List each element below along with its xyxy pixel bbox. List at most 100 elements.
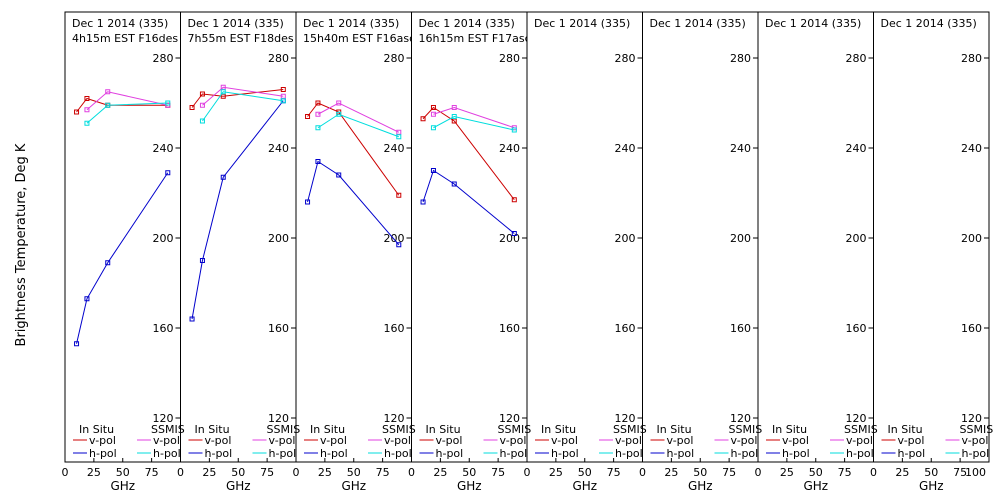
panel-title-date: Dec 1 2014 (335): [765, 17, 861, 30]
x-tick-label: 75: [953, 466, 967, 479]
legend-label-ssmis-h: h-pol: [962, 447, 990, 460]
panel-8: Dec 1 2014 (335) 120 160 200 240 280 0 25 50 7510…: [870, 11, 994, 493]
series-line-ssmis-v: [317, 102, 400, 133]
x-tick-label: 0: [870, 466, 877, 479]
panel-2: Dec 1 2014 (335) 7h55m EST F18des 120 160 20…: [177, 11, 300, 493]
data-point-insitu-v: [199, 91, 205, 97]
data-point-insitu-v: [511, 197, 517, 203]
data-point-insitu-h: [451, 181, 457, 187]
legend-header-insitu: In Situ: [541, 423, 576, 436]
legend-label-ssmis-v: v-pol: [846, 434, 873, 447]
data-point-ssmis-v: [199, 102, 205, 108]
x-tick-label: 50: [347, 466, 361, 479]
legend-label-ssmis-v: v-pol: [500, 434, 527, 447]
legend-header-ssmis: SSMIS: [960, 423, 994, 436]
series-line-insitu-v: [307, 102, 400, 196]
legend-label-insitu-v: v-pol: [89, 434, 116, 447]
data-point-insitu-h: [84, 296, 90, 302]
x-tick-label: 0: [293, 466, 300, 479]
data-point-ssmis-h: [165, 100, 171, 106]
legend-header-ssmis: SSMIS: [613, 423, 647, 436]
y-tick-label: 280: [961, 52, 982, 65]
panel-title-date: Dec 1 2014 (335): [534, 17, 630, 30]
legend-label-ssmis-h: h-pol: [384, 447, 412, 460]
data-point-ssmis-h: [220, 89, 226, 95]
y-tick-label: 160: [846, 322, 867, 335]
y-tick-label: 280: [153, 52, 174, 65]
data-point-insitu-v: [189, 105, 195, 110]
series-line-ssmis-v: [86, 91, 168, 111]
series-line-ssmis-v: [433, 106, 515, 129]
data-point-ssmis-h: [315, 125, 321, 131]
data-point-insitu-v: [420, 116, 426, 122]
legend-label-insitu-v: v-pol: [782, 434, 809, 447]
x-tick-label: 25: [549, 466, 563, 479]
x-tick-label: 0: [62, 466, 69, 479]
y-tick-label: 240: [615, 142, 636, 155]
y-tick-label: 200: [268, 232, 289, 245]
data-point-ssmis-h: [430, 125, 436, 131]
data-point-insitu-h: [189, 316, 195, 322]
x-tick-label: 50: [116, 466, 130, 479]
data-point-insitu-v: [84, 96, 90, 101]
legend-label-ssmis-v: v-pol: [269, 434, 296, 447]
data-point-insitu-h: [430, 168, 436, 173]
legend-header-insitu: In Situ: [310, 423, 345, 436]
data-point-insitu-h: [420, 199, 426, 205]
y-tick-label: 240: [961, 142, 982, 155]
legend-label-insitu-h: h-pol: [89, 447, 117, 460]
data-point-insitu-h: [105, 260, 111, 266]
x-tick-label: 50: [462, 466, 476, 479]
data-point-insitu-h: [220, 174, 226, 180]
series-line-ssmis-v: [202, 86, 284, 106]
series-line-insitu-h: [422, 169, 515, 234]
legend-header-insitu: In Situ: [426, 423, 461, 436]
x-tick-label: 75: [145, 466, 159, 479]
series-line-insitu-h: [191, 100, 284, 320]
x-axis-label: GHz: [688, 479, 713, 493]
y-tick-label: 120: [730, 412, 751, 425]
y-tick-label: 280: [846, 52, 867, 65]
panel-title-time: 16h15m EST F17asc: [419, 32, 531, 45]
data-point-ssmis-h: [280, 98, 286, 104]
legend-label-ssmis-v: v-pol: [962, 434, 989, 447]
data-point-ssmis-v: [451, 105, 457, 110]
x-axis-label: GHz: [341, 479, 366, 493]
y-tick-label: 120: [846, 412, 867, 425]
legend-header-ssmis: SSMIS: [844, 423, 878, 436]
x-tick-label: 25: [202, 466, 216, 479]
y-tick-label: 200: [730, 232, 751, 245]
y-tick-label: 240: [730, 142, 751, 155]
x-axis-label: GHz: [919, 479, 944, 493]
legend-label-insitu-v: v-pol: [551, 434, 578, 447]
legend-label-ssmis-h: h-pol: [153, 447, 181, 460]
x-tick-label: 0: [755, 466, 762, 479]
y-tick-label: 160: [268, 322, 289, 335]
x-axis-label: GHz: [226, 479, 251, 493]
y-tick-label: 240: [268, 142, 289, 155]
data-point-insitu-h: [199, 258, 205, 263]
x-tick-label: 0: [639, 466, 646, 479]
x-axis-label: GHz: [110, 479, 135, 493]
data-point-ssmis-v: [430, 111, 436, 117]
y-tick-label: 120: [268, 412, 289, 425]
panel-1: Dec 1 2014 (335) 4h15m EST F16des 120 160 20…: [62, 11, 185, 493]
y-tick-label: 160: [499, 322, 520, 335]
y-tick-label: 200: [846, 232, 867, 245]
y-tick-label: 200: [615, 232, 636, 245]
x-tick-label: 50: [578, 466, 592, 479]
panel-title-date: Dec 1 2014 (335): [188, 17, 284, 30]
x-tick-label: 50: [924, 466, 938, 479]
data-point-ssmis-h: [199, 118, 205, 124]
legend-label-insitu-h: h-pol: [205, 447, 233, 460]
y-tick-label: 160: [153, 322, 174, 335]
data-point-insitu-h: [336, 172, 342, 178]
y-tick-label: 120: [384, 412, 405, 425]
y-tick-label: 240: [499, 142, 520, 155]
panel-5: Dec 1 2014 (335) 120 160 200 240 280 0 25 50 75 GH…: [524, 11, 647, 493]
panel-title-time: 4h15m EST F16des: [72, 32, 178, 45]
y-tick-label: 280: [268, 52, 289, 65]
legend-label-ssmis-h: h-pol: [615, 447, 643, 460]
panel-4: Dec 1 2014 (335) 16h15m EST F17asc 120 160 2…: [408, 11, 531, 493]
x-tick-label: 75: [491, 466, 505, 479]
